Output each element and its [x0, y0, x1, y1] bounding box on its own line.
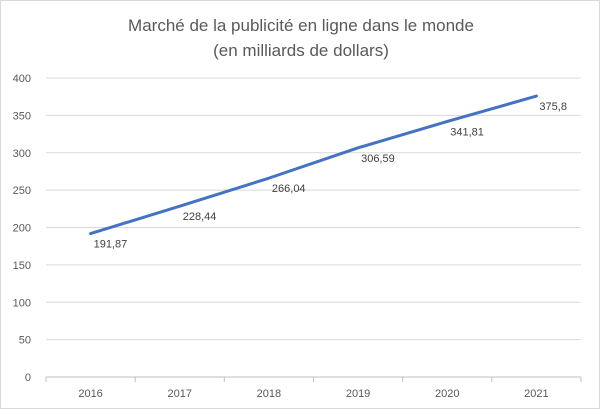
series-layer	[89, 94, 538, 236]
data-label: 266,04	[272, 183, 306, 195]
data-label: 341,81	[450, 126, 484, 138]
y-tick-label: 400	[13, 73, 31, 85]
y-tick-label: 350	[13, 110, 31, 122]
series-line	[89, 94, 538, 236]
chart-title-line-1: Marché de la publicité en ligne dans le …	[128, 16, 474, 35]
y-tick-label: 200	[13, 223, 31, 235]
x-axis: 2016 2017 2018 2019 2020 2021	[45, 377, 582, 400]
data-label: 228,44	[183, 211, 217, 223]
y-axis: 0 50 100 150 200 250 300 350 400	[13, 73, 31, 384]
chart-title-line-2: (en milliards de dollars)	[213, 41, 389, 60]
x-tick-label: 2019	[346, 388, 370, 400]
y-tick-label: 250	[13, 185, 31, 197]
gridlines	[46, 77, 581, 378]
x-tick-label: 2020	[435, 388, 459, 400]
data-label: 375,8	[539, 101, 567, 113]
x-tick-label: 2021	[524, 388, 548, 400]
data-label: 191,87	[94, 239, 128, 251]
y-tick-label: 0	[25, 372, 31, 384]
y-tick-label: 300	[13, 148, 31, 160]
y-tick-label: 50	[19, 335, 31, 347]
x-tick-label: 2016	[78, 388, 102, 400]
data-labels: 191,87 228,44 266,04 306,59 341,81 375,8	[94, 101, 567, 250]
data-label: 306,59	[361, 153, 395, 165]
y-tick-label: 150	[13, 260, 31, 272]
x-tick-label: 2017	[168, 388, 192, 400]
x-tick-label: 2018	[257, 388, 281, 400]
y-tick-label: 100	[13, 297, 31, 309]
